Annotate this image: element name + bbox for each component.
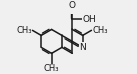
Text: CH₃: CH₃ (16, 26, 32, 35)
Text: OH: OH (83, 15, 97, 24)
Text: O: O (69, 1, 76, 10)
Text: N: N (79, 43, 86, 52)
Text: CH₃: CH₃ (44, 64, 59, 73)
Text: CH₃: CH₃ (92, 26, 108, 35)
